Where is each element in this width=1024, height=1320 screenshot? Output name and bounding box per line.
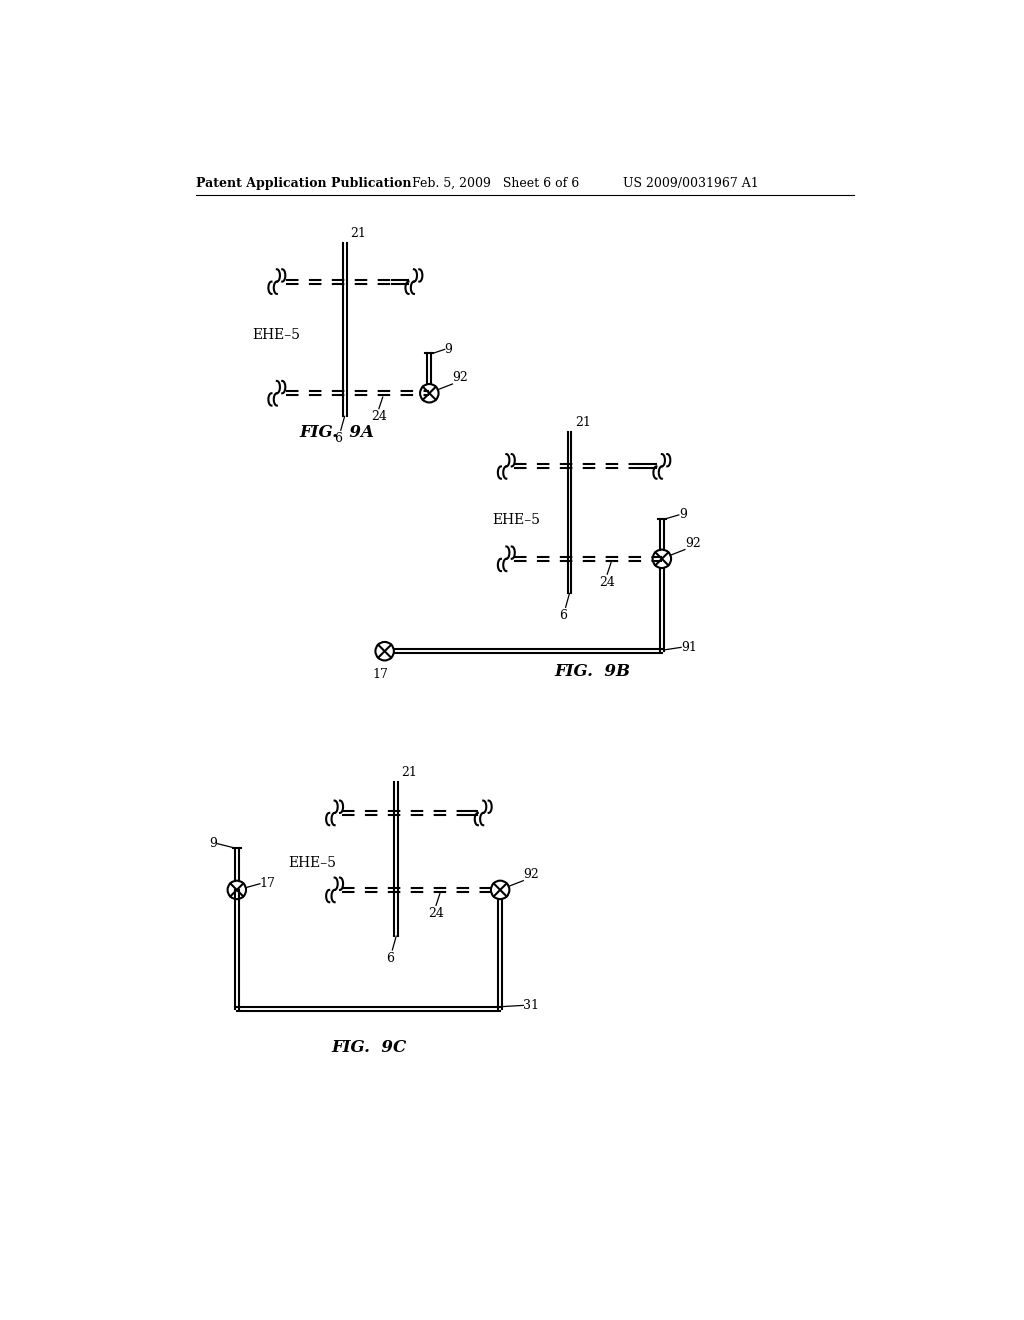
- Text: FIG.  9A: FIG. 9A: [299, 424, 375, 441]
- Text: 21: 21: [401, 766, 418, 779]
- Text: EHE–5: EHE–5: [493, 513, 541, 527]
- Text: 9: 9: [210, 837, 217, 850]
- Text: 9: 9: [444, 343, 453, 356]
- Text: FIG.  9C: FIG. 9C: [332, 1039, 407, 1056]
- Text: 92: 92: [685, 536, 700, 549]
- Text: 24: 24: [599, 576, 615, 589]
- Text: 9: 9: [679, 508, 687, 521]
- Text: 24: 24: [428, 907, 444, 920]
- Text: FIG.  9B: FIG. 9B: [555, 663, 631, 680]
- Text: Patent Application Publication: Patent Application Publication: [196, 177, 412, 190]
- Text: EHE–5: EHE–5: [289, 855, 337, 870]
- Text: 6: 6: [386, 952, 394, 965]
- Text: 92: 92: [453, 371, 468, 384]
- Text: 21: 21: [574, 416, 591, 429]
- Text: US 2009/0031967 A1: US 2009/0031967 A1: [624, 177, 759, 190]
- Text: 92: 92: [523, 867, 539, 880]
- Text: 24: 24: [371, 411, 387, 424]
- Text: 6: 6: [335, 432, 342, 445]
- Text: 91: 91: [681, 640, 697, 653]
- Text: 17: 17: [260, 878, 275, 890]
- Text: 31: 31: [523, 999, 540, 1012]
- Text: Feb. 5, 2009   Sheet 6 of 6: Feb. 5, 2009 Sheet 6 of 6: [412, 177, 579, 190]
- Text: EHE–5: EHE–5: [252, 329, 300, 342]
- Text: 6: 6: [559, 609, 567, 622]
- Text: 21: 21: [350, 227, 366, 240]
- Text: 17: 17: [373, 668, 389, 681]
